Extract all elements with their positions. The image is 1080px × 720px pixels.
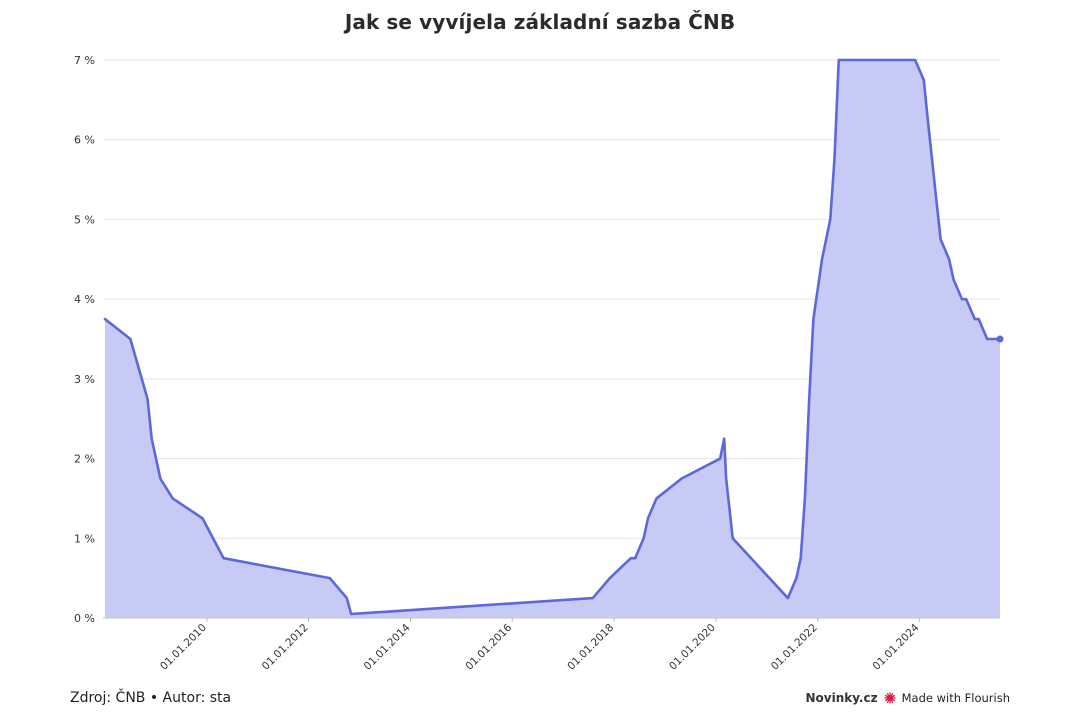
y-tick-label: 5 %: [74, 213, 95, 226]
last-point-marker: [996, 335, 1004, 343]
x-tick-label: 01.01.2022: [769, 622, 820, 673]
footer-branding: Novinky.cz Made with Flourish: [805, 691, 1010, 705]
x-tick-label: 01.01.2014: [362, 621, 413, 672]
y-tick-label: 6 %: [74, 134, 95, 147]
y-tick-label: 3 %: [74, 373, 95, 386]
y-tick-label: 0 %: [74, 612, 95, 625]
x-tick-label: 01.01.2016: [463, 621, 514, 672]
y-tick-label: 7 %: [74, 54, 95, 67]
y-tick-label: 2 %: [74, 453, 95, 466]
y-tick-label: 1 %: [74, 532, 95, 545]
made-with-flourish-link[interactable]: Made with Flourish: [901, 691, 1010, 705]
x-tick-label: 01.01.2020: [667, 622, 718, 673]
x-tick-label: 01.01.2018: [565, 622, 616, 673]
series-area: [105, 60, 1000, 618]
x-tick-label: 01.01.2024: [871, 621, 922, 672]
brand-logo[interactable]: Novinky.cz: [805, 691, 878, 705]
flourish-core: [887, 696, 892, 700]
source-credit: Zdroj: ČNB • Autor: sta: [70, 690, 232, 706]
x-tick-label: 01.01.2012: [260, 622, 311, 673]
series-layer: [103, 58, 1004, 618]
chart-title: Jak se vyvíjela základní sazba ČNB: [344, 10, 736, 34]
series-line: [103, 58, 1002, 616]
flourish-icon: [884, 692, 896, 704]
x-tick-label: 01.01.2010: [158, 622, 209, 673]
y-tick-label: 4 %: [74, 293, 95, 306]
